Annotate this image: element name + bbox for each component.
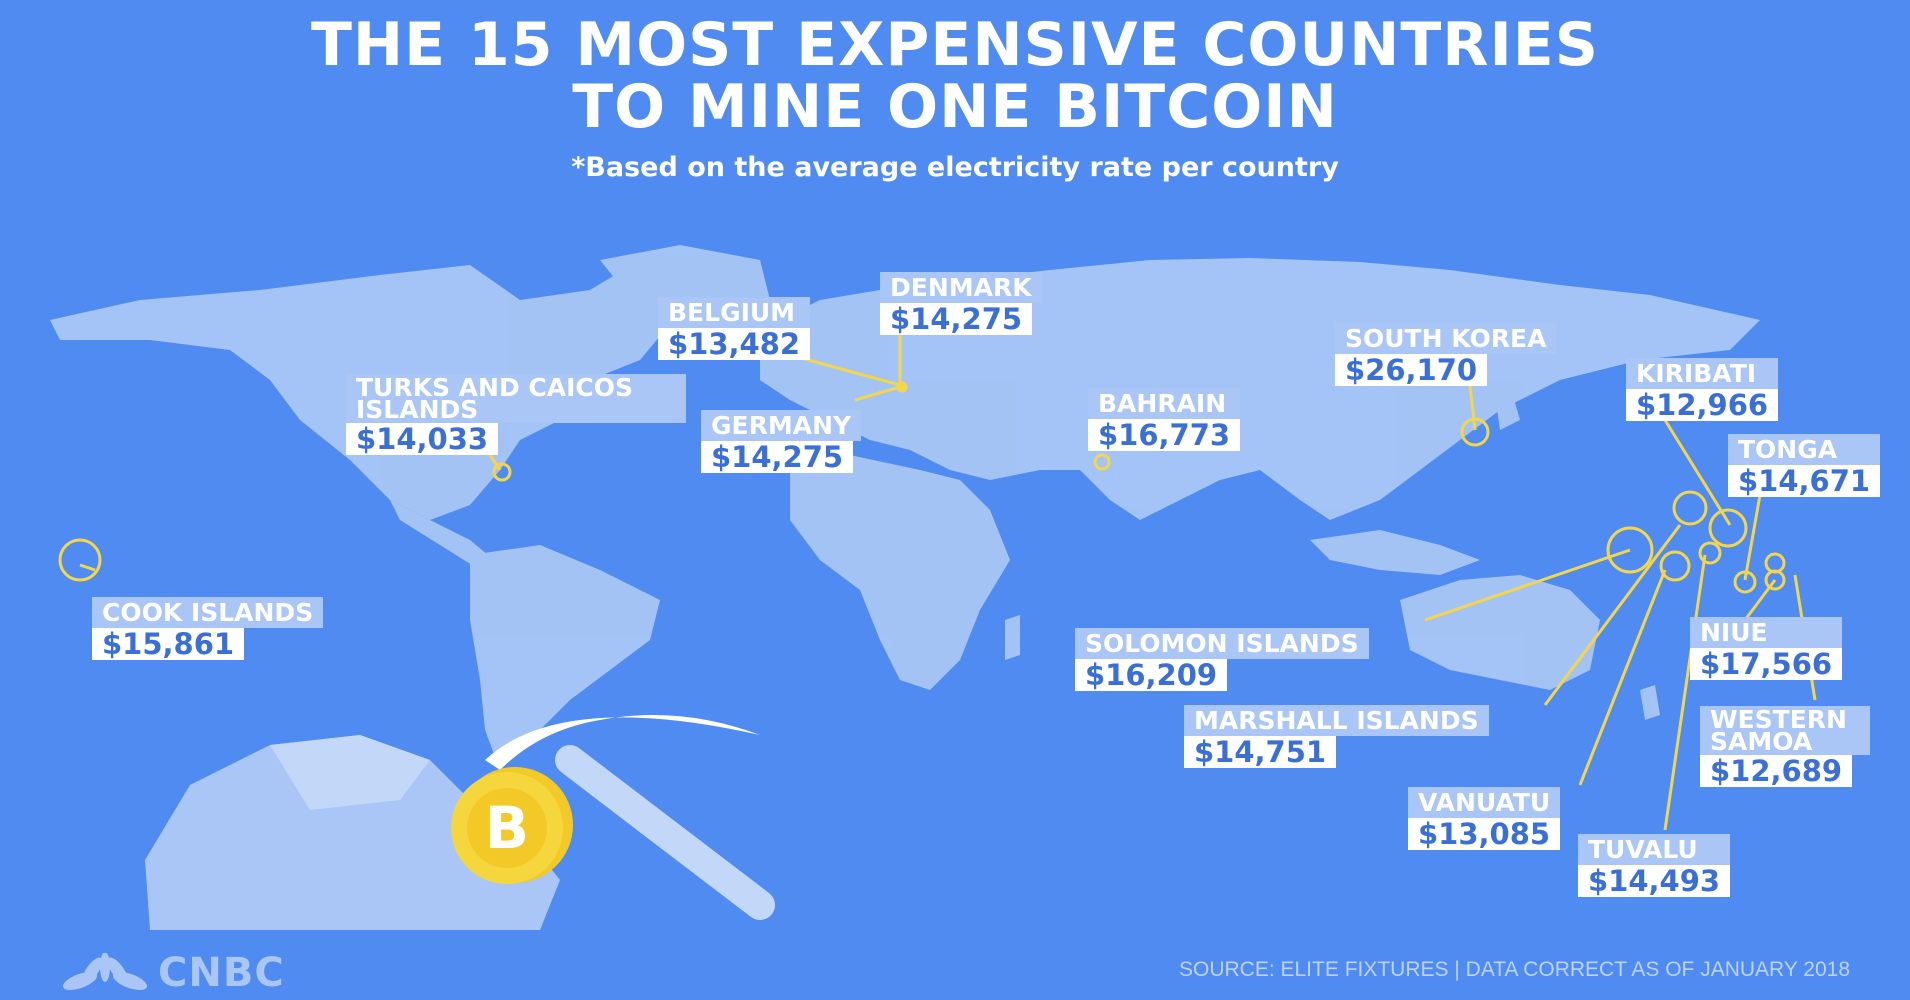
tuvalu-leader bbox=[1663, 554, 1707, 831]
solomon-marker bbox=[1606, 526, 1654, 574]
country-name: WESTERN SAMOA bbox=[1700, 706, 1870, 755]
label-niue: NIUE $17,566 bbox=[1690, 617, 1843, 680]
country-value: $14,751 bbox=[1184, 736, 1337, 768]
label-tonga: TONGA $14,671 bbox=[1728, 434, 1881, 497]
solomon-leader bbox=[1424, 548, 1631, 622]
page-title: THE 15 MOST EXPENSIVE COUNTRIES TO MINE … bbox=[0, 14, 1910, 138]
label-cook-islands: COOK ISLANDS $15,861 bbox=[92, 597, 324, 660]
title-line-1: THE 15 MOST EXPENSIVE COUNTRIES bbox=[310, 10, 1600, 80]
country-value: $17,566 bbox=[1690, 648, 1843, 680]
label-solomon-islands: SOLOMON ISLANDS $16,209 bbox=[1075, 628, 1369, 691]
country-name: GERMANY bbox=[701, 410, 862, 441]
peacock-icon bbox=[62, 953, 148, 991]
label-western-samoa: WESTERN SAMOA $12,689 bbox=[1700, 706, 1870, 787]
cook-leader bbox=[79, 563, 96, 572]
logo-text: CNBC bbox=[158, 950, 285, 996]
kiribati-leader bbox=[1663, 419, 1732, 526]
country-value: $13,482 bbox=[658, 328, 811, 360]
country-name: SOLOMON ISLANDS bbox=[1075, 628, 1369, 659]
country-value: $12,689 bbox=[1700, 755, 1853, 787]
country-name: BELGIUM bbox=[658, 297, 811, 328]
germany-marker bbox=[896, 381, 908, 393]
label-turks-caicos: TURKS AND CAICOS ISLANDS $14,033 bbox=[346, 374, 686, 455]
country-name: MARSHALL ISLANDS bbox=[1184, 705, 1489, 736]
label-tuvalu: TUVALU $14,493 bbox=[1578, 834, 1731, 897]
label-germany: GERMANY $14,275 bbox=[701, 410, 862, 473]
country-value: $14,033 bbox=[346, 423, 499, 455]
marshall-marker bbox=[1659, 550, 1691, 582]
bahrain-marker bbox=[1093, 453, 1111, 471]
country-name: KIRIBATI bbox=[1626, 358, 1779, 389]
label-denmark: DENMARK $14,275 bbox=[880, 272, 1042, 335]
country-name: SOUTH KOREA bbox=[1335, 323, 1557, 354]
kiribati-marker bbox=[1672, 490, 1708, 526]
country-value: $14,493 bbox=[1578, 865, 1731, 897]
country-value: $13,085 bbox=[1408, 818, 1561, 850]
vanuatu-leader bbox=[1578, 569, 1667, 786]
country-name: NIUE bbox=[1690, 617, 1843, 648]
country-value: $14,275 bbox=[701, 441, 854, 473]
belgium-leader bbox=[789, 353, 901, 387]
south-korea-leader bbox=[1468, 384, 1477, 431]
label-marshall-islands: MARSHALL ISLANDS $14,751 bbox=[1184, 705, 1489, 768]
country-value: $12,966 bbox=[1626, 389, 1779, 421]
tonga-leader bbox=[1743, 494, 1762, 581]
location-markers bbox=[58, 381, 1786, 594]
vanuatu-marker bbox=[1698, 541, 1722, 565]
label-vanuatu: VANUATU $13,085 bbox=[1408, 787, 1561, 850]
country-value: $16,773 bbox=[1088, 419, 1241, 451]
source-note: SOURCE: ELITE FIXTURES | DATA CORRECT AS… bbox=[1178, 958, 1850, 981]
tonga-marker bbox=[1708, 508, 1748, 548]
label-kiribati: KIRIBATI $12,966 bbox=[1626, 358, 1779, 421]
south-korea-marker bbox=[1460, 417, 1490, 447]
subtitle: *Based on the average electricity rate p… bbox=[571, 152, 1339, 183]
country-name: VANUATU bbox=[1408, 787, 1561, 818]
country-value: $15,861 bbox=[92, 628, 245, 660]
country-name: TURKS AND CAICOS ISLANDS bbox=[346, 374, 686, 423]
leader-lines bbox=[79, 325, 1817, 831]
germany-leader bbox=[854, 385, 901, 402]
rock-icon bbox=[145, 735, 560, 930]
country-name: TONGA bbox=[1728, 434, 1881, 465]
country-value: $14,275 bbox=[880, 303, 1033, 335]
country-value: $14,671 bbox=[1728, 465, 1881, 497]
niue-marker bbox=[1733, 570, 1757, 594]
country-value: $16,209 bbox=[1075, 659, 1228, 691]
turks-leader bbox=[488, 454, 502, 471]
country-name: BAHRAIN bbox=[1088, 388, 1241, 419]
turks-marker bbox=[492, 462, 512, 482]
label-bahrain: BAHRAIN $16,773 bbox=[1088, 388, 1241, 451]
tuvalu-marker bbox=[1764, 552, 1786, 574]
cnbc-logo: CNBC bbox=[60, 950, 285, 996]
label-belgium: BELGIUM $13,482 bbox=[658, 297, 811, 360]
svg-text:B: B bbox=[485, 794, 529, 862]
cook-marker bbox=[58, 538, 102, 582]
label-south-korea: SOUTH KOREA $26,170 bbox=[1335, 323, 1557, 386]
country-name: COOK ISLANDS bbox=[92, 597, 324, 628]
pickaxe-icon bbox=[485, 715, 775, 920]
country-name: DENMARK bbox=[880, 272, 1042, 303]
country-name: TUVALU bbox=[1578, 834, 1731, 865]
country-value: $26,170 bbox=[1335, 354, 1488, 386]
marshall-leader bbox=[1543, 524, 1682, 706]
title-line-2: TO MINE ONE BITCOIN bbox=[572, 72, 1338, 142]
bitcoin-coin-icon: B bbox=[451, 767, 573, 884]
